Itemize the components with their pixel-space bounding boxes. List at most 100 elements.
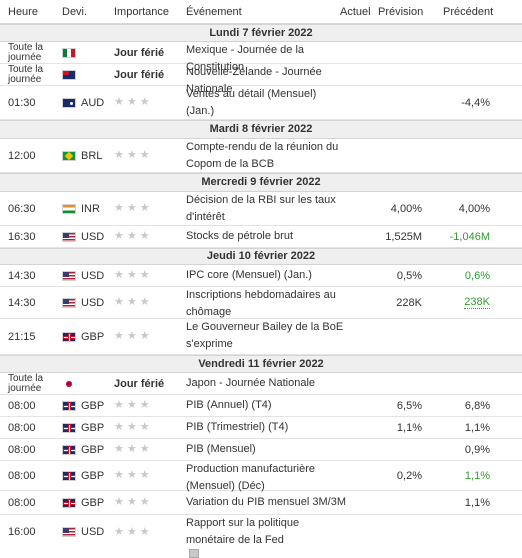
event-title[interactable]: Inscriptions hebdomadaires au chômage — [186, 289, 336, 318]
importance-stars: ★ ★ ★ — [114, 470, 150, 481]
importance-stars: ★ ★ ★ — [114, 444, 150, 455]
event-row[interactable]: 14:30 USD ★ ★ ★ IPC core (Mensuel) (Jan.) … — [0, 265, 522, 287]
event-previous: 0,9% — [464, 443, 490, 456]
header-time[interactable]: Heure — [8, 6, 38, 18]
event-row[interactable]: Toute la journée Jour férié Nouvelle-Zél… — [0, 64, 522, 95]
australia-flag-icon — [62, 97, 76, 108]
event-time: 08:00 — [8, 421, 36, 434]
event-time: 08:00 — [8, 496, 36, 509]
event-title[interactable]: IPC core (Mensuel) (Jan.) — [186, 269, 312, 281]
event-currency: BRL — [81, 149, 103, 162]
event-title[interactable]: PIB (Annuel) (T4) — [186, 399, 272, 411]
event-row[interactable]: 14:30 USD ★ ★ ★ Inscriptions hebdomadaires… — [0, 287, 522, 319]
star-icon: ★ — [126, 269, 137, 281]
event-time: 12:00 — [8, 149, 36, 162]
event-title[interactable]: PIB (Mensuel) — [186, 443, 256, 455]
importance-stars: ★ ★ ★ — [114, 331, 150, 342]
event-currency: USD — [81, 230, 105, 243]
event-row[interactable]: 08:00 GBP ★ ★ ★ PIB (Mensuel) 0,9% — [0, 439, 522, 461]
star-icon: ★ — [114, 202, 124, 214]
star-icon: ★ — [114, 330, 124, 342]
header-forecast[interactable]: Prévision — [378, 6, 424, 18]
event-row[interactable]: 16:00 USD ★ ★ ★ Rapport sur la politique m… — [0, 515, 522, 558]
star-icon: ★ — [139, 525, 150, 538]
star-icon: ★ — [114, 399, 124, 411]
event-row[interactable]: 08:00 GBP ★ ★ ★ PIB (Annuel) (T4) 6,5% 6,8… — [0, 395, 522, 417]
event-time: 16:00 — [8, 526, 36, 538]
event-row[interactable]: 16:30 USD ★ ★ ★ Stocks de pétrole brut 1,5… — [0, 226, 522, 248]
usa-flag-icon — [62, 527, 76, 537]
event-title[interactable]: Ventes au détail (Mensuel) (Jan.) — [186, 88, 317, 117]
event-importance: Jour férié — [114, 68, 165, 81]
star-icon: ★ — [139, 269, 150, 281]
event-previous: -4,4% — [461, 96, 490, 109]
star-icon: ★ — [139, 496, 150, 508]
event-title[interactable]: Le Gouverneur Bailey de la BoE s'exprime — [186, 321, 344, 350]
star-icon: ★ — [114, 469, 124, 481]
event-title[interactable]: Rapport sur la politique monétaire de la… — [186, 517, 300, 546]
header-actual[interactable]: Actuel — [340, 6, 371, 18]
star-icon: ★ — [126, 421, 137, 433]
event-row[interactable]: 08:00 GBP ★ ★ ★ PIB (Trimestriel) (T4) 1,1… — [0, 417, 522, 439]
star-icon: ★ — [139, 330, 150, 342]
date-row: Vendredi 11 février 2022 — [0, 355, 522, 373]
star-icon: ★ — [139, 421, 150, 433]
event-importance: Jour férié — [114, 377, 165, 390]
header-previous[interactable]: Précédent — [443, 6, 494, 18]
event-time: 16:30 — [8, 230, 36, 243]
event-title[interactable]: Mexique - Journée de la Constitution — [186, 44, 305, 73]
japan-flag-icon — [62, 378, 76, 389]
event-title[interactable]: Décision de la RBI sur les taux d'intérê… — [186, 194, 336, 223]
event-currency: GBP — [81, 496, 105, 509]
importance-stars: ★ ★ ★ — [114, 525, 150, 538]
star-icon: ★ — [126, 469, 137, 481]
event-importance: Jour férié — [114, 46, 165, 59]
event-time: 21:15 — [8, 330, 36, 343]
event-title[interactable]: Production manufacturière (Mensuel) (Déc… — [186, 463, 316, 492]
event-previous: 1,1% — [464, 421, 490, 434]
event-previous: -1,046M — [449, 230, 490, 243]
event-previous[interactable]: 238K — [464, 296, 490, 309]
event-row[interactable]: 12:00 BRL ★ ★ ★ Compte-rendu de la réunion… — [0, 139, 522, 182]
event-title[interactable]: Variation du PIB mensuel 3M/3M — [186, 496, 346, 508]
event-row[interactable]: 01:30 AUD ★ ★ ★ Ventes au détail (Mensuel)… — [0, 86, 522, 120]
event-title[interactable]: Compte-rendu de la réunion du Copom de l… — [186, 141, 339, 170]
event-title[interactable]: Japon - Journée Nationale — [186, 377, 316, 389]
importance-stars: ★ ★ ★ — [114, 203, 150, 214]
new-zealand-flag-icon — [62, 69, 76, 80]
star-icon: ★ — [114, 421, 124, 433]
event-currency: AUD — [81, 96, 105, 109]
importance-stars: ★ ★ ★ — [114, 422, 150, 433]
event-row[interactable]: Toute la journée Jour férié Japon - Jour… — [0, 373, 522, 395]
date-row: Lundi 7 février 2022 — [0, 24, 522, 42]
event-currency: GBP — [81, 399, 105, 412]
star-icon: ★ — [139, 296, 150, 308]
event-row[interactable]: Toute la journée Jour férié Mexique - Jo… — [0, 42, 522, 73]
event-currency: USD — [81, 526, 105, 538]
importance-stars: ★ ★ ★ — [114, 270, 150, 281]
star-icon: ★ — [126, 399, 137, 411]
star-icon: ★ — [126, 296, 137, 308]
event-title[interactable]: Stocks de pétrole brut — [186, 230, 294, 242]
document-icon[interactable] — [189, 549, 199, 558]
event-title[interactable]: Nouvelle-Zélande - Journée Nationale — [186, 66, 322, 95]
header-event[interactable]: Événement — [186, 6, 242, 18]
event-row[interactable]: 08:00 GBP ★ ★ ★ Production manufacturière … — [0, 461, 522, 492]
event-time: Toute la journée — [8, 372, 44, 394]
event-title[interactable]: PIB (Trimestriel) (T4) — [186, 421, 289, 433]
star-icon: ★ — [139, 149, 150, 161]
event-row[interactable]: 21:15 GBP ★ ★ ★ Le Gouverneur Bailey de la… — [0, 319, 522, 366]
header-importance[interactable]: Importance — [114, 6, 170, 18]
usa-flag-icon — [62, 297, 76, 308]
event-row[interactable]: 08:00 GBP ★ ★ ★ Variation du PIB mensuel 3… — [0, 491, 522, 515]
uk-flag-icon — [62, 422, 76, 433]
header-currency[interactable]: Devi. — [62, 6, 88, 18]
event-row[interactable]: 06:30 INR ★ ★ ★ Décision de la RBI sur les… — [0, 192, 522, 226]
star-icon: ★ — [114, 443, 124, 455]
event-currency: GBP — [81, 330, 105, 343]
event-time: 08:00 — [8, 469, 36, 482]
importance-stars: ★ ★ ★ — [114, 97, 150, 108]
star-icon: ★ — [114, 496, 124, 508]
star-icon: ★ — [126, 443, 137, 455]
event-time: 08:00 — [8, 399, 36, 412]
